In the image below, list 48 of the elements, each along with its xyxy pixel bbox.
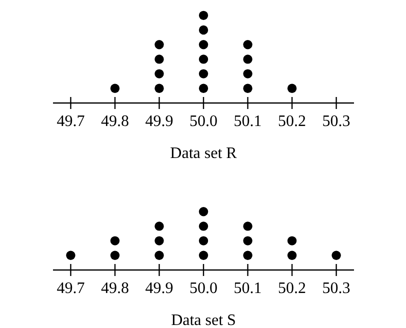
x-tick-label: 49.8 (100, 113, 129, 130)
x-tick-label: 50.2 (278, 113, 306, 130)
x-tick-label: 50.0 (190, 113, 218, 130)
point (243, 236, 252, 246)
point (332, 250, 341, 260)
x-tick-label: 50.2 (278, 280, 306, 297)
x-axis-title: Data set R (170, 145, 238, 162)
x-axis-title: Data set S (171, 312, 236, 328)
x-tick-label: 49.7 (56, 280, 85, 297)
point (154, 250, 164, 260)
point (110, 236, 120, 246)
x-tick-label: 50.3 (322, 113, 350, 130)
point (243, 69, 252, 78)
point (198, 84, 208, 93)
point (154, 84, 164, 93)
point (198, 54, 208, 64)
x-tick-label: 50.0 (190, 280, 218, 297)
point (243, 250, 252, 260)
point (198, 10, 208, 20)
point (287, 236, 297, 246)
point (243, 222, 252, 231)
point (154, 54, 164, 64)
point (154, 40, 164, 50)
point (287, 250, 297, 260)
x-tick-label: 49.9 (145, 113, 174, 130)
point (110, 84, 120, 93)
point (198, 250, 208, 260)
point (154, 222, 164, 231)
point (198, 69, 208, 78)
x-tick-label: 49.7 (56, 113, 85, 130)
x-tick-label: 50.1 (234, 113, 262, 130)
x-tick-label: 50.1 (234, 280, 262, 297)
point (110, 250, 120, 260)
point (198, 207, 208, 216)
point (198, 40, 208, 50)
point (198, 222, 208, 231)
x-tick-label: 49.9 (145, 280, 174, 297)
point (154, 69, 164, 78)
point (243, 84, 252, 93)
x-tick-label: 50.3 (322, 280, 350, 297)
x-tick-label: 49.8 (100, 280, 129, 297)
point (66, 250, 76, 260)
point (198, 25, 208, 35)
point (243, 40, 252, 50)
point (243, 54, 252, 64)
point (287, 84, 297, 93)
point (198, 236, 208, 246)
point (154, 236, 164, 246)
